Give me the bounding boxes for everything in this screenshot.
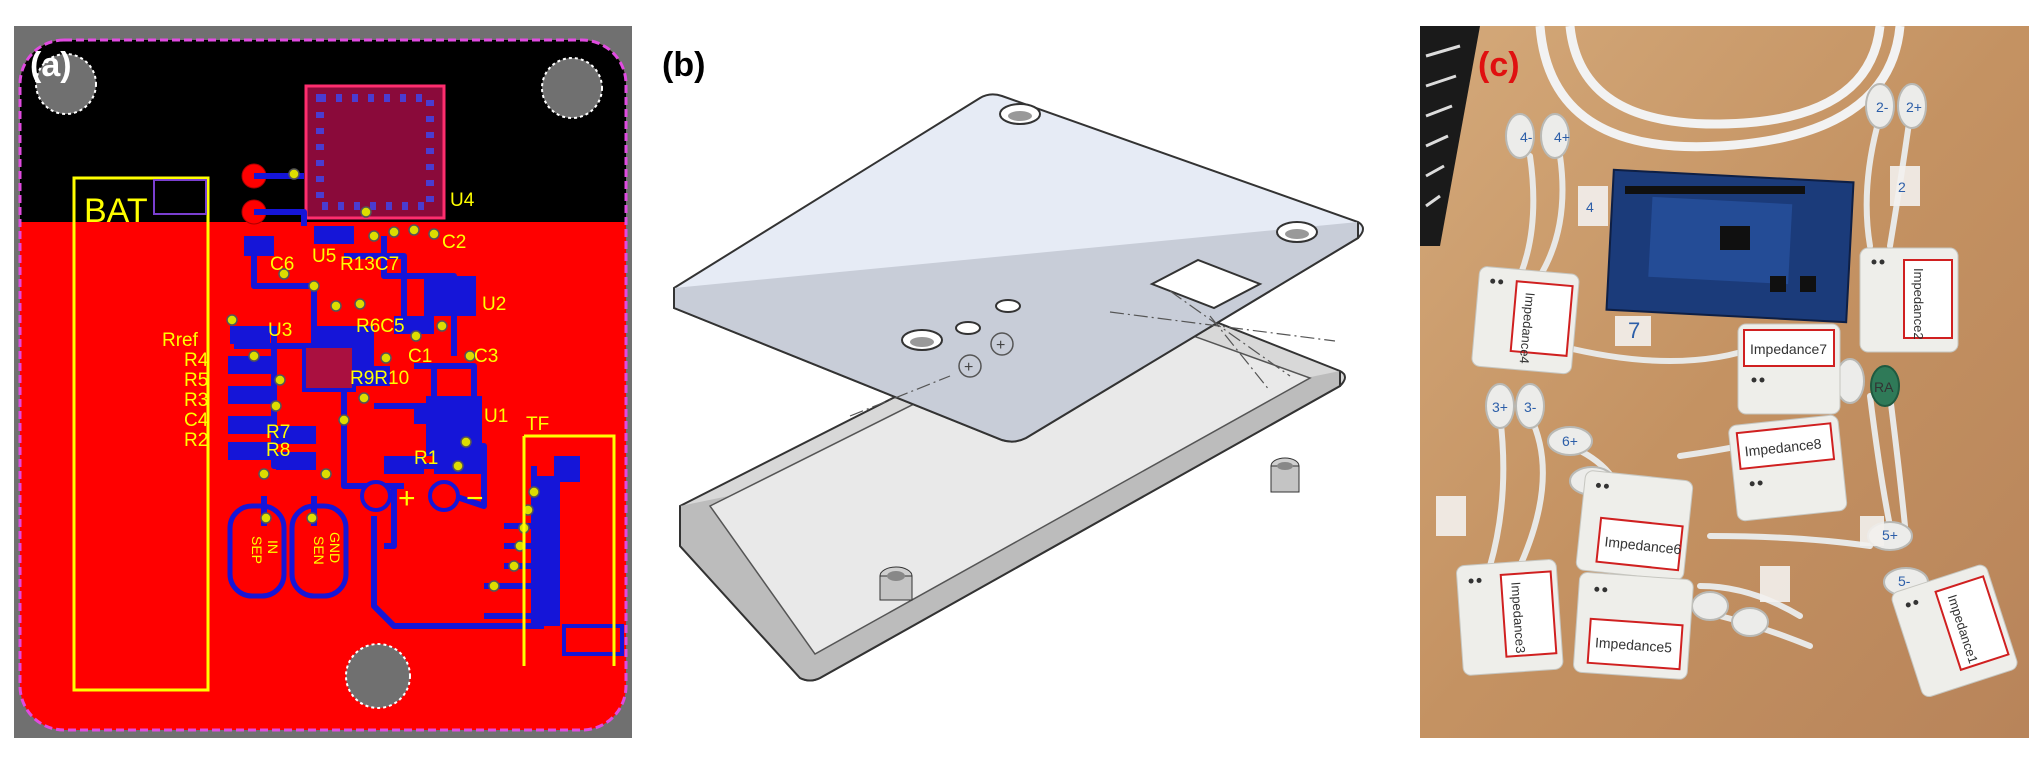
- label-sen: SEN: [311, 536, 327, 565]
- label-r7: R7: [266, 422, 290, 443]
- electrode-snaps: [1485, 83, 1929, 661]
- battery-plus-pad: [360, 480, 392, 512]
- pcb-layout-panel: (a) BAT: [14, 26, 632, 738]
- panel-b-label: (b): [662, 46, 706, 84]
- label-minus: −: [466, 482, 484, 515]
- tag-text: 2: [1898, 179, 1906, 195]
- keyboard-keys: [1425, 44, 1461, 208]
- label-sep: SEP: [249, 536, 265, 564]
- label-r4: R4: [184, 350, 209, 371]
- impedance-modules: Impedance4 Impedance7 Impedance2 Impedan…: [1456, 247, 2018, 698]
- enclosure-panel: (b) +: [650, 26, 1390, 738]
- module-label: Impedance4: [1517, 292, 1538, 365]
- cable-tags: [1436, 166, 1920, 602]
- module-impedance4: Impedance4: [1471, 266, 1580, 375]
- module-label: Impedance7: [1750, 341, 1827, 357]
- enclosure-drawing: + +: [673, 93, 1364, 682]
- module-impedance8: Impedance8: [1728, 414, 1848, 522]
- label-r9r10: R9R10: [350, 368, 409, 389]
- label-c6: C6: [270, 254, 294, 275]
- tag-text: 4+: [1554, 129, 1570, 145]
- mounting-hole: [345, 643, 411, 709]
- tag-text: 6+: [1562, 433, 1578, 449]
- module-impedance7: Impedance7: [1737, 323, 1841, 415]
- sep-in-pad: [227, 503, 287, 599]
- label-tf: TF: [526, 414, 549, 435]
- keyboard-corner: [1420, 26, 1480, 246]
- battery-outline: [72, 176, 210, 692]
- label-u5: U5: [312, 246, 336, 267]
- label-r5: R5: [184, 370, 208, 391]
- component-labels: U4 U5 C6 R13C7 C2 U2 Rref R4 R5 R3 C4 R2…: [162, 190, 549, 469]
- tag-text: 7: [1628, 318, 1640, 343]
- battery-minus-pad: [428, 480, 460, 512]
- label-u3: U3: [268, 320, 292, 341]
- panel-a-label: (a): [30, 46, 72, 84]
- label-c2: C2: [442, 232, 466, 253]
- device-photo-panel: (c): [1420, 26, 2029, 738]
- tag-text: 3+: [1492, 399, 1508, 415]
- tag-text: 5-: [1898, 573, 1911, 589]
- mounting-hole: [35, 53, 97, 115]
- tag-text: 4: [1586, 199, 1594, 215]
- pcb-drawing: BAT: [18, 38, 628, 732]
- tf-outline: [524, 434, 616, 666]
- chip-u3: [302, 344, 356, 392]
- module-impedance1: Impedance1: [1891, 564, 2018, 698]
- label-bat: BAT: [84, 192, 148, 230]
- label-u2: U2: [482, 294, 506, 315]
- component-pads: [228, 226, 624, 656]
- label-gnd: GND: [327, 532, 343, 563]
- board-outline: [18, 38, 628, 732]
- label-r2: R2: [184, 430, 208, 451]
- panel-c-label: (c): [1478, 46, 1520, 84]
- label-u1: U1: [484, 406, 508, 427]
- label-r1: R1: [414, 448, 438, 469]
- tag-text: 2+: [1906, 99, 1922, 115]
- module-label: Impedance2: [1911, 268, 1926, 340]
- label-r3: R3: [184, 390, 208, 411]
- electrode-cables: [1487, 113, 1913, 649]
- tag-text: 2-: [1876, 99, 1889, 115]
- module-impedance3: Impedance3: [1456, 559, 1564, 676]
- tag-text: RA: [1874, 379, 1894, 395]
- label-c1: C1: [408, 346, 432, 367]
- top-lid: + +: [673, 93, 1364, 443]
- label-c4: C4: [184, 410, 209, 431]
- module-impedance2: Impedance2: [1859, 247, 1959, 353]
- vias: [226, 168, 540, 592]
- label-in: IN: [265, 540, 281, 554]
- module-label: Impedance5: [1595, 634, 1673, 655]
- chip-u4-pins: [316, 94, 434, 210]
- sen-gnd-pad: [289, 503, 349, 599]
- tag-text: 5+: [1882, 527, 1898, 543]
- lid-plus-symbol-2: +: [996, 337, 1005, 354]
- white-cable-2: [1565, 26, 1885, 129]
- label-r13c7: R13C7: [340, 254, 399, 275]
- label-r6c5: R6C5: [356, 316, 405, 337]
- module-label: Impedance3: [1508, 581, 1528, 653]
- label-c3: C3: [474, 346, 498, 367]
- module-impedance5: Impedance5: [1573, 572, 1694, 680]
- dev-board-parts: [1625, 186, 1816, 292]
- tag-text: 3-: [1524, 399, 1537, 415]
- label-u4: U4: [450, 190, 475, 211]
- battery-hatch: [153, 179, 207, 215]
- lid-plus-symbol: +: [964, 359, 973, 376]
- label-r8: R8: [266, 440, 290, 461]
- green-electrode-snap: [1870, 365, 1900, 407]
- label-rref: Rref: [162, 330, 199, 351]
- tag-text: 4-: [1520, 129, 1533, 145]
- assembly-axes: [849, 290, 1336, 417]
- mounting-hole: [541, 57, 603, 119]
- label-plus: +: [398, 482, 416, 515]
- chip-u4: [304, 84, 446, 220]
- device-photo: 4- 4+ 2- 2+ 3+ 3- 6+ 6- 5+ 5- 7 4 2 RA I…: [1420, 26, 2029, 738]
- module-impedance6: Impedance6: [1575, 470, 1694, 581]
